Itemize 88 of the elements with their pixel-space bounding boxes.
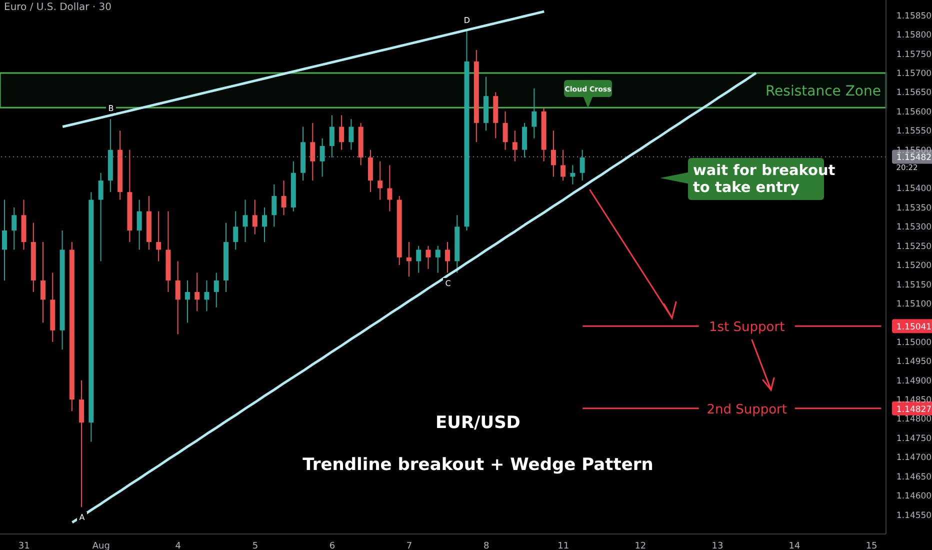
ref-line-label: 2nd Support	[706, 402, 787, 418]
annotation: Trendline breakout + Wedge Pattern	[302, 455, 654, 475]
candlestick	[233, 210, 238, 250]
candlestick	[339, 114, 344, 150]
annotation: EUR/USD	[436, 413, 520, 433]
candlestick	[502, 110, 508, 150]
x-tick-label: 8	[483, 541, 490, 550]
y-tick-label: 1.15400	[896, 184, 932, 194]
x-tick-label: 15	[866, 541, 878, 550]
y-tick-label: 1.14750	[896, 434, 932, 444]
y-tick-label: 1.15250	[896, 242, 932, 252]
y-tick-label: 1.15650	[896, 88, 932, 98]
y-tick-label: 1.15600	[896, 107, 932, 118]
x-tick-label: 14	[788, 541, 801, 550]
candlestick	[329, 114, 334, 158]
candlestick	[512, 130, 518, 162]
annotation: A	[79, 513, 86, 522]
candlestick	[242, 199, 248, 243]
candlestick	[262, 206, 268, 243]
ref-line-label: 1st Support	[709, 320, 785, 336]
candlestick	[194, 272, 200, 312]
y-tick-label: 1.14950	[896, 357, 932, 368]
annotation: D	[464, 16, 470, 25]
candlestick	[79, 380, 84, 508]
x-tick-label: 6	[329, 541, 336, 550]
y-tick-label: 1.14700	[896, 453, 932, 464]
candlestick	[550, 130, 556, 178]
y-tick-label: 1.15800	[896, 30, 932, 41]
y-tick-label: 1.15350	[896, 203, 932, 214]
candlestick	[416, 245, 422, 274]
candlestick	[310, 122, 316, 182]
y-tick-label: 1.15150	[896, 280, 932, 290]
x-tick-label: 7	[406, 541, 412, 550]
x-tick-label: 13	[712, 541, 724, 550]
y-tick-label: 1.15750	[896, 50, 932, 60]
candlestick	[570, 164, 576, 185]
candlestick	[378, 160, 383, 200]
x-tick-label: 11	[558, 541, 570, 550]
candlestick	[426, 245, 431, 270]
candlestick	[12, 206, 17, 250]
y-tick-label: 1.14900	[896, 376, 932, 386]
y-tick-label: 1.15000	[896, 338, 932, 348]
candlestick	[40, 242, 46, 324]
candlestick	[184, 280, 190, 324]
candlestick	[348, 118, 354, 150]
candlestick	[2, 199, 7, 281]
y-tick-label: 1.15550	[896, 126, 932, 137]
candlestick	[522, 122, 528, 158]
y-tick-label: 1.14550	[896, 510, 932, 521]
x-tick-label: 4	[175, 541, 182, 550]
y-tick-label: 1.15041	[896, 322, 932, 333]
candlestick	[560, 149, 566, 182]
candlestick	[580, 149, 585, 182]
candlestick	[214, 272, 219, 308]
candlestick	[368, 149, 373, 193]
y-tick-label: 1.15482	[896, 153, 932, 164]
x-tick-label: 5	[252, 541, 258, 550]
candlestick	[320, 138, 325, 178]
candlestick	[387, 164, 392, 212]
annotation: B	[108, 104, 114, 113]
candlestick	[98, 172, 104, 262]
y-tick-label: 1.15200	[896, 261, 932, 272]
band-label: Resistance Zone	[765, 83, 881, 100]
x-tick-label: 31	[18, 541, 30, 550]
candlestick	[175, 260, 180, 335]
candlestick	[252, 199, 258, 235]
candlestick	[406, 242, 412, 278]
y-tick-label: 1.14650	[896, 472, 932, 482]
y-tick-label: 1.15300	[896, 222, 932, 233]
y-tick-label: 1.14600	[896, 492, 932, 502]
candlestick	[532, 88, 537, 139]
line-series	[61, 10, 546, 128]
annotation: C	[445, 279, 452, 288]
candlestick	[445, 242, 450, 274]
y-tick-label: 1.15700	[896, 68, 932, 79]
candlestick	[156, 210, 162, 262]
x-tick-label: 12	[634, 541, 646, 550]
candlestick	[136, 199, 142, 250]
candlestick	[204, 280, 210, 312]
y-tick-label: 1.14800	[896, 414, 932, 425]
x-tick-label: Aug	[92, 541, 110, 550]
candlestick	[435, 245, 440, 274]
candlestick	[281, 180, 286, 216]
y-tick-label: 1.14827	[896, 404, 932, 415]
y-tick-label: 1.15850	[896, 11, 932, 22]
chart-title: Euro / U.S. Dollar · 30	[4, 2, 112, 13]
candlestick	[272, 184, 277, 228]
y-tick-label: 1.15100	[896, 299, 932, 310]
